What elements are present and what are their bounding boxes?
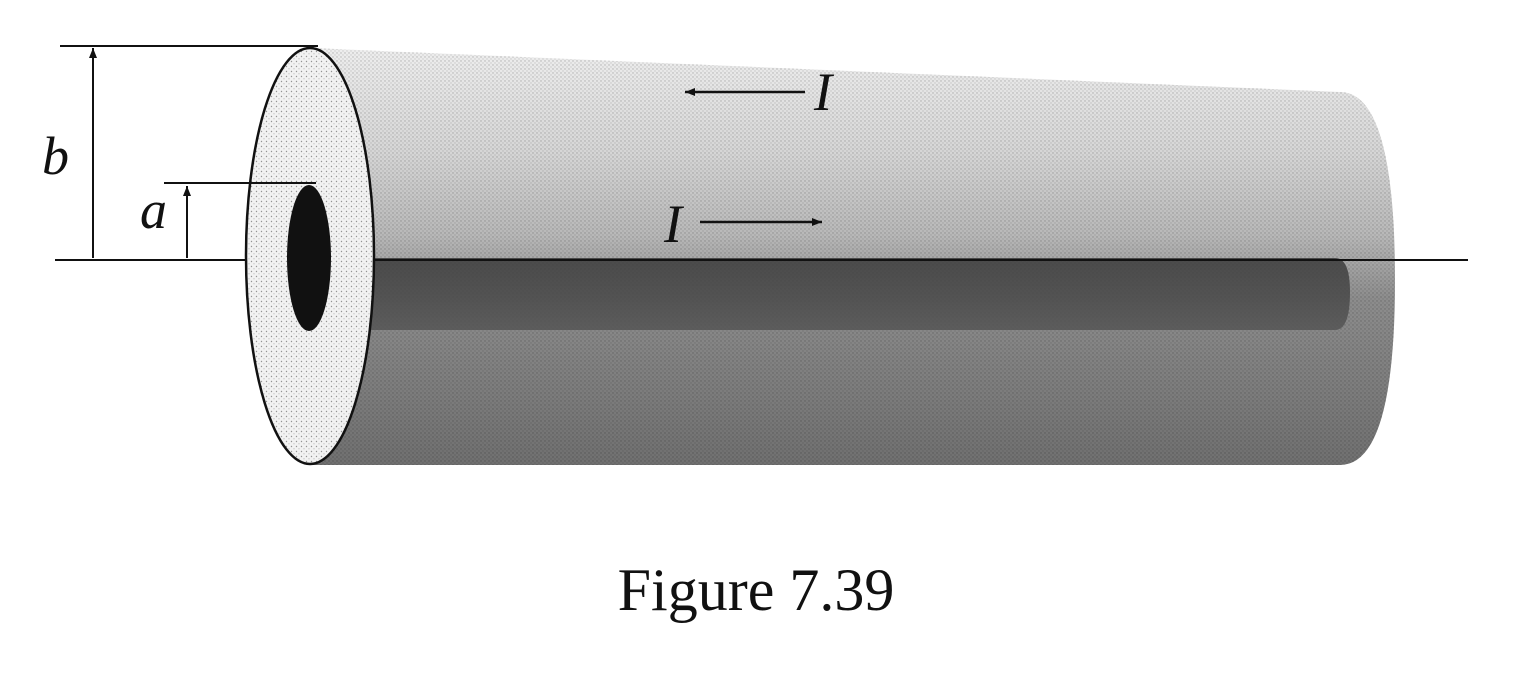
outer-radius-label: b (42, 126, 69, 186)
current-outer-label: I (813, 62, 835, 122)
dimension-b (60, 45, 318, 258)
inner-radius-label: a (140, 180, 167, 240)
outer-conductor (312, 48, 1395, 465)
dimension-a (164, 182, 316, 258)
inner-conductor-end (287, 185, 331, 331)
inner-conductor-rod (318, 258, 1350, 330)
figure-caption: Figure 7.39 (618, 557, 895, 623)
end-face (244, 46, 376, 466)
cylinder-body-stipple (312, 48, 1395, 465)
current-inner-label: I (663, 194, 685, 254)
